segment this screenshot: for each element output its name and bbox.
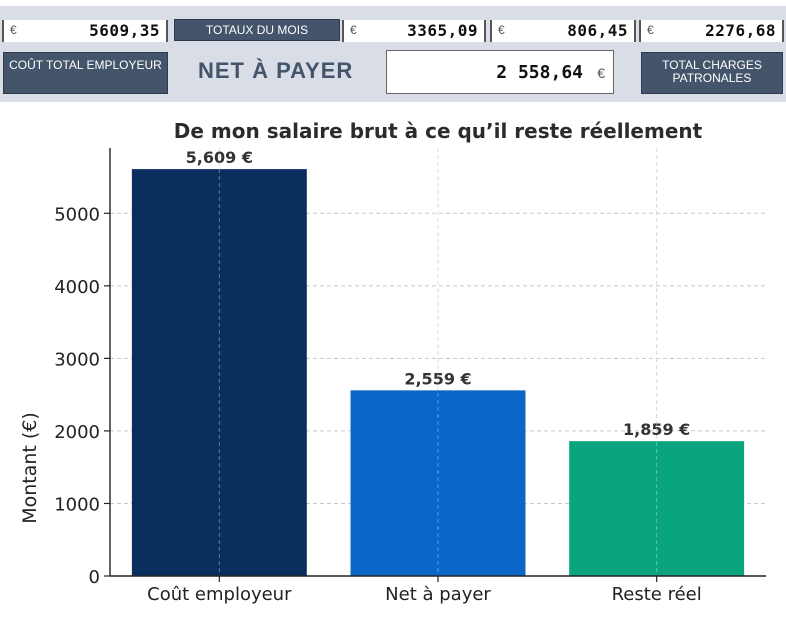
currency-symbol: € xyxy=(10,23,17,37)
net-a-payer-field: 2 558,64 € xyxy=(386,50,614,94)
totaux-du-mois-label: TOTAUX DU MOIS xyxy=(174,19,340,41)
currency-symbol: € xyxy=(647,23,654,37)
y-tick-label: 3000 xyxy=(54,349,100,370)
salary-bar-chart: De mon salaire brut à ce qu’il reste rée… xyxy=(19,119,766,605)
total-charges-patronales-label: TOTAL CHARGES PATRONALES xyxy=(641,52,783,94)
cout-total-employeur-label: COÛT TOTAL EMPLOYEUR xyxy=(3,52,168,94)
bar-value-label: 2,559 € xyxy=(404,369,471,388)
total-charges-salariales-value: 806,45 xyxy=(567,21,628,40)
total-charges-patronales-cell: € 2276,68 xyxy=(639,20,784,42)
totals-panel: € 5609,35 TOTAUX DU MOIS € 3365,09 € 806… xyxy=(0,0,786,102)
total-charges-salariales-cell: € 806,45 xyxy=(490,20,636,42)
x-tick-label: Net à payer xyxy=(385,584,491,605)
panel-top-edge xyxy=(0,0,786,6)
total-net-value: 3365,09 xyxy=(407,21,478,40)
y-tick-label: 1000 xyxy=(54,494,100,515)
bar-value-label: 1,859 € xyxy=(623,420,690,439)
currency-symbol: € xyxy=(350,23,357,37)
y-tick-label: 0 xyxy=(89,567,100,588)
total-charges-patronales-value: 2276,68 xyxy=(705,21,776,40)
y-tick-label: 5000 xyxy=(54,204,100,225)
currency-symbol: € xyxy=(597,65,605,81)
x-tick-label: Coût employeur xyxy=(147,584,292,605)
chart-title: De mon salaire brut à ce qu’il reste rée… xyxy=(174,119,703,143)
axes: 0 1000 2000 3000 4000 5000 Coût employeur Net à… xyxy=(54,148,766,605)
total-brut-value: 5609,35 xyxy=(89,21,160,40)
bar xyxy=(131,169,307,576)
bar xyxy=(569,441,745,576)
bars: 5,609 € 2,559 € 1,859 € xyxy=(131,148,745,576)
x-tick-label: Reste réel xyxy=(612,584,702,605)
total-brut-cell: € 5609,35 xyxy=(2,20,168,42)
bar-value-label: 5,609 € xyxy=(186,148,253,167)
bar xyxy=(350,390,526,576)
y-axis-label: Montant (€) xyxy=(19,412,41,524)
net-a-payer-label: NET À PAYER xyxy=(198,58,354,83)
y-tick-label: 4000 xyxy=(54,277,100,298)
y-tick-label: 2000 xyxy=(54,422,100,443)
currency-symbol: € xyxy=(498,23,505,37)
total-net-imposable-cell: € 3365,09 xyxy=(342,20,486,42)
net-a-payer-value: 2 558,64 xyxy=(496,62,583,83)
